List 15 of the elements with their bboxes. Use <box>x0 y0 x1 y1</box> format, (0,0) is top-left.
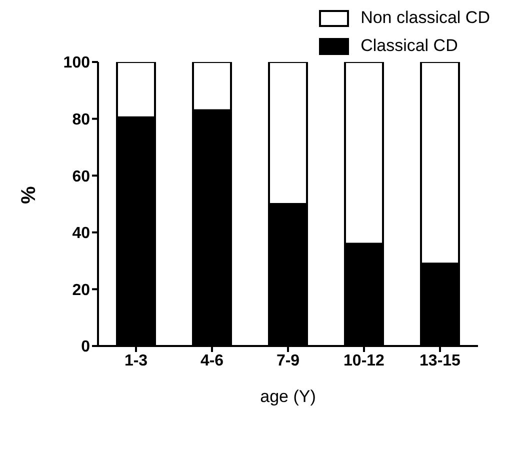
x-tick-label: 13-15 <box>420 352 461 370</box>
y-tick-label: 80 <box>72 111 90 128</box>
y-tick-label: 20 <box>72 282 90 299</box>
x-axis-title: age (Y) <box>260 387 316 406</box>
legend-label: Classical CD <box>360 36 458 56</box>
x-tick-label: 10-12 <box>344 352 385 370</box>
y-tick-label: 0 <box>81 338 90 356</box>
y-tick-label: 60 <box>72 168 90 186</box>
y-tick-label: 100 <box>63 54 90 72</box>
x-tick-label: 7-9 <box>276 352 300 370</box>
y-tick-label: 40 <box>72 225 90 242</box>
y-axis-title: % <box>18 186 40 204</box>
x-tick-label: 1-3 <box>124 352 148 370</box>
x-tick-label: 4-6 <box>200 352 224 370</box>
legend-label: Non classical CD <box>360 8 490 28</box>
